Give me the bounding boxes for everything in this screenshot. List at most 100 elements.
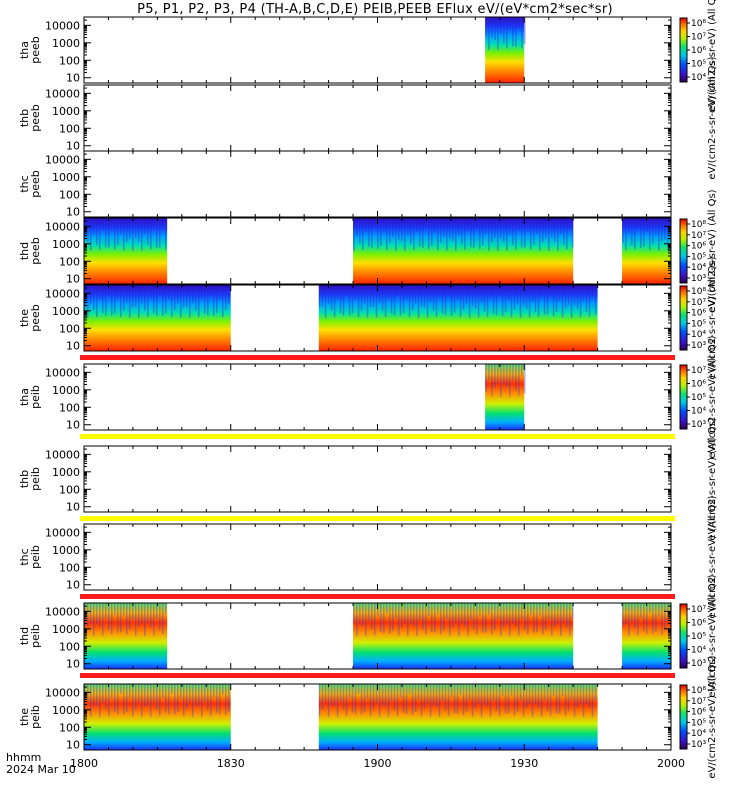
y-axis-label: peeb [29, 104, 42, 132]
spectrogram-texture [327, 684, 330, 717]
spectrogram-texture [111, 603, 113, 635]
spectrogram-texture [557, 603, 559, 624]
spectrogram-texture [395, 218, 397, 251]
spectrogram-texture [573, 684, 576, 717]
spectrogram-texture [637, 603, 639, 636]
spectrogram-texture [357, 684, 360, 695]
spectrogram-texture [622, 218, 624, 243]
spectrogram-texture [363, 684, 366, 713]
spectrogram-texture [549, 684, 552, 716]
spectrogram-texture [321, 285, 324, 307]
spectrogram-texture [377, 603, 379, 617]
spectrogram-block [353, 218, 574, 284]
y-tick-label: 10 [66, 140, 80, 153]
spectrogram-texture [156, 684, 158, 710]
y-axis-label: peeb [29, 36, 42, 64]
spectrogram-texture [444, 285, 447, 316]
spectrogram-texture [138, 603, 140, 627]
colorbar-tick-label: 10⁷ [691, 231, 706, 241]
spectrogram-texture [539, 603, 541, 616]
spectrogram-texture [165, 285, 167, 314]
spectrogram-texture [413, 603, 415, 627]
spectrogram-texture [147, 603, 149, 623]
y-tick-label: 10000 [45, 448, 80, 461]
spectrogram-block [84, 218, 168, 284]
spectrogram-texture [453, 285, 456, 313]
spectrogram-texture [84, 603, 86, 636]
spectrogram-texture [447, 684, 450, 716]
spectrogram-texture [144, 603, 146, 636]
spectrogram-texture [455, 218, 457, 251]
spectrogram-texture [111, 218, 113, 230]
spectrogram-texture [126, 684, 128, 713]
spectrogram-texture [405, 684, 408, 715]
spectrogram-texture [558, 285, 561, 302]
spectrogram-texture [474, 285, 477, 309]
spectrogram-texture [452, 603, 454, 628]
spectrogram-texture [507, 684, 510, 714]
spectrogram-texture [525, 684, 528, 709]
spectrogram-texture [492, 684, 495, 701]
spectrogram-texture [105, 218, 107, 248]
spectrogram-texture [515, 364, 517, 391]
spectrogram-texture [228, 684, 230, 712]
spectrogram-texture [408, 285, 411, 318]
spectrogram-texture [504, 285, 507, 313]
y-tick-label: 1000 [52, 305, 80, 318]
spectrogram-texture [366, 684, 369, 699]
spectrogram-texture [500, 364, 502, 397]
spectrogram-texture [477, 684, 480, 704]
spectrogram-block [84, 285, 231, 351]
spectrogram-texture [87, 603, 89, 627]
spectrogram-texture [489, 285, 492, 298]
spectrogram-texture [368, 218, 370, 247]
spectrogram-texture [354, 285, 357, 300]
spectrogram-texture [342, 684, 345, 710]
spectrogram-texture [510, 285, 513, 318]
spectrogram-texture [652, 218, 654, 245]
spectrogram-texture [168, 684, 170, 715]
colorbar-tick-label: 10³ [691, 659, 706, 669]
spectrogram-texture [531, 285, 534, 302]
spectrogram-texture [216, 684, 218, 713]
spectrogram-texture [446, 218, 448, 251]
spectrogram-texture [462, 684, 465, 716]
spectrogram-texture [474, 684, 477, 709]
y-tick-label: 1000 [52, 704, 80, 717]
spectrogram-texture [585, 285, 588, 313]
y-tick-label: 100 [59, 483, 80, 496]
spectrogram-texture [476, 218, 478, 230]
spectrogram-texture [664, 218, 666, 240]
spectrogram-texture [87, 684, 89, 702]
colorbar [679, 285, 688, 351]
spectrogram-texture [374, 603, 376, 635]
spectrogram-texture [150, 218, 152, 250]
spectrogram-texture [105, 684, 107, 710]
spectrogram-texture [378, 285, 381, 303]
spectrogram-texture [534, 684, 537, 705]
colorbar-tick-label: 10⁵ [691, 632, 706, 642]
spectrogram-texture [628, 603, 630, 636]
spectrogram-texture [117, 218, 119, 246]
spectrogram-texture [631, 218, 633, 246]
spectrogram-texture [135, 603, 137, 636]
spectrogram-texture [192, 285, 194, 303]
spectrogram-texture [93, 603, 95, 636]
y-axis-label: peeb [29, 170, 42, 198]
colorbar-tick-label: 10⁵ [691, 718, 706, 728]
spectrogram-texture [141, 285, 143, 304]
spectrogram-texture [567, 684, 570, 711]
spectrogram-texture [123, 218, 125, 251]
y-tick-label: 10 [66, 72, 80, 85]
spectrogram-texture [628, 218, 630, 234]
spectrogram-texture [392, 603, 394, 631]
spectrogram-texture [495, 684, 498, 711]
status-bar-yellow [80, 434, 675, 439]
colorbar-tick-label: 10⁴ [691, 646, 706, 656]
colorbar-tick-label: 10³ [691, 420, 706, 430]
plot-frame [83, 523, 672, 591]
spectrogram-texture [401, 603, 403, 628]
spectrogram-texture [108, 684, 110, 717]
